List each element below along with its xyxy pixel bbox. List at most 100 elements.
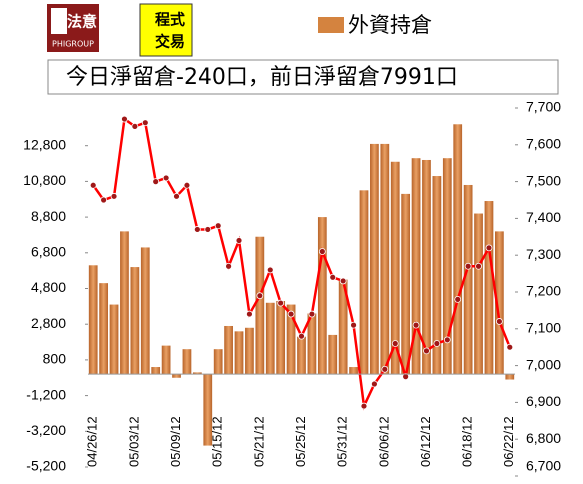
line-point bbox=[308, 310, 316, 318]
bar bbox=[474, 213, 483, 375]
line-point bbox=[423, 347, 430, 355]
line-point bbox=[443, 336, 451, 344]
bar bbox=[338, 279, 348, 375]
line-point bbox=[475, 262, 482, 270]
bar bbox=[401, 193, 411, 375]
line-point bbox=[464, 262, 472, 270]
bar bbox=[411, 158, 421, 375]
line-point bbox=[131, 123, 139, 130]
line-point bbox=[100, 196, 108, 204]
bar bbox=[151, 367, 161, 375]
bar bbox=[120, 231, 129, 375]
x-tick-label: 05/03/12 bbox=[126, 416, 141, 467]
x-tick-label: 04/26/12 bbox=[85, 416, 100, 467]
bar bbox=[370, 143, 379, 375]
line-point bbox=[235, 237, 243, 244]
line-point bbox=[495, 318, 503, 325]
y-tick-label: 4,800 bbox=[31, 279, 66, 295]
y2-tick-label: 7,700 bbox=[526, 99, 561, 115]
bar bbox=[349, 367, 358, 375]
line-point bbox=[402, 373, 410, 381]
logo-icon bbox=[51, 8, 67, 34]
bar bbox=[317, 217, 327, 375]
y-tick-label: 8,800 bbox=[31, 208, 66, 224]
bar bbox=[390, 161, 400, 375]
bar bbox=[109, 304, 119, 375]
y-tick-label: 10,800 bbox=[23, 172, 66, 188]
bar bbox=[380, 143, 390, 375]
line-point bbox=[506, 343, 514, 351]
bar bbox=[484, 201, 494, 375]
bar bbox=[276, 300, 286, 375]
bar bbox=[422, 159, 431, 375]
x-tick-label: 06/22/12 bbox=[501, 416, 516, 467]
x-tick-label: 06/12/12 bbox=[418, 416, 433, 467]
line-point bbox=[360, 402, 368, 410]
line-point bbox=[193, 226, 201, 233]
bar bbox=[328, 334, 338, 375]
y-tick-label: 6,800 bbox=[31, 244, 66, 260]
line-point bbox=[152, 178, 160, 186]
bar bbox=[463, 184, 473, 375]
bar bbox=[192, 372, 202, 375]
line-point bbox=[183, 181, 191, 189]
line-point bbox=[256, 292, 264, 300]
line-point bbox=[329, 273, 337, 281]
bar bbox=[505, 374, 515, 380]
line-point bbox=[246, 310, 253, 318]
y2-tick-label: 7,600 bbox=[526, 136, 561, 152]
y2-tick-label: 7,000 bbox=[526, 356, 561, 372]
bar bbox=[286, 304, 296, 375]
y2-tick-label: 6,900 bbox=[526, 393, 561, 409]
line-point bbox=[381, 365, 389, 373]
bar bbox=[203, 374, 213, 446]
chart-title: 今日淨留倉-240口，前日淨留倉7991口 bbox=[66, 65, 458, 90]
line-point bbox=[485, 244, 493, 252]
x-tick-label: 05/25/12 bbox=[293, 416, 308, 467]
badge-bottom: 交易 bbox=[155, 33, 185, 51]
y-tick-label: -5,200 bbox=[26, 458, 66, 474]
bar bbox=[442, 158, 452, 375]
x-tick-label: 06/18/12 bbox=[460, 416, 475, 467]
legend-label: 外資持倉 bbox=[348, 13, 432, 37]
y-tick-label: 800 bbox=[43, 351, 67, 367]
bar bbox=[307, 313, 317, 375]
bar bbox=[255, 236, 265, 375]
legend-swatch bbox=[318, 17, 344, 33]
y-tick-label: -1,200 bbox=[26, 386, 66, 402]
bar bbox=[432, 176, 442, 375]
bar bbox=[265, 302, 275, 375]
y2-tick-label: 7,100 bbox=[526, 320, 561, 336]
bar bbox=[495, 231, 504, 375]
y2-tick-label: 7,300 bbox=[526, 246, 561, 262]
line-point bbox=[454, 295, 462, 303]
x-tick-label: 05/09/12 bbox=[168, 416, 183, 467]
bar bbox=[161, 345, 171, 375]
line-point bbox=[110, 192, 118, 200]
y2-tick-label: 7,400 bbox=[526, 209, 561, 225]
badge-top: 程式 bbox=[155, 11, 185, 29]
bar bbox=[213, 349, 223, 375]
line-point bbox=[287, 310, 295, 318]
bar bbox=[359, 190, 369, 375]
badge bbox=[139, 3, 193, 57]
bar bbox=[453, 124, 463, 375]
y-tick-label: 2,800 bbox=[31, 315, 66, 331]
x-tick-label: 05/31/12 bbox=[335, 416, 350, 467]
x-tick-label: 06/06/12 bbox=[376, 416, 391, 467]
line-point bbox=[121, 115, 128, 123]
line-point bbox=[214, 222, 222, 230]
line-point bbox=[204, 226, 212, 233]
line-point bbox=[266, 266, 274, 274]
bar bbox=[172, 374, 181, 378]
bar bbox=[234, 331, 244, 375]
y2-tick-label: 6,700 bbox=[526, 458, 561, 474]
line-point bbox=[89, 181, 97, 189]
bar bbox=[297, 336, 306, 375]
bar bbox=[224, 325, 233, 375]
bar bbox=[99, 283, 108, 375]
line-point bbox=[371, 380, 378, 388]
x-tick-label: 05/15/12 bbox=[210, 416, 225, 467]
bar bbox=[182, 349, 192, 375]
